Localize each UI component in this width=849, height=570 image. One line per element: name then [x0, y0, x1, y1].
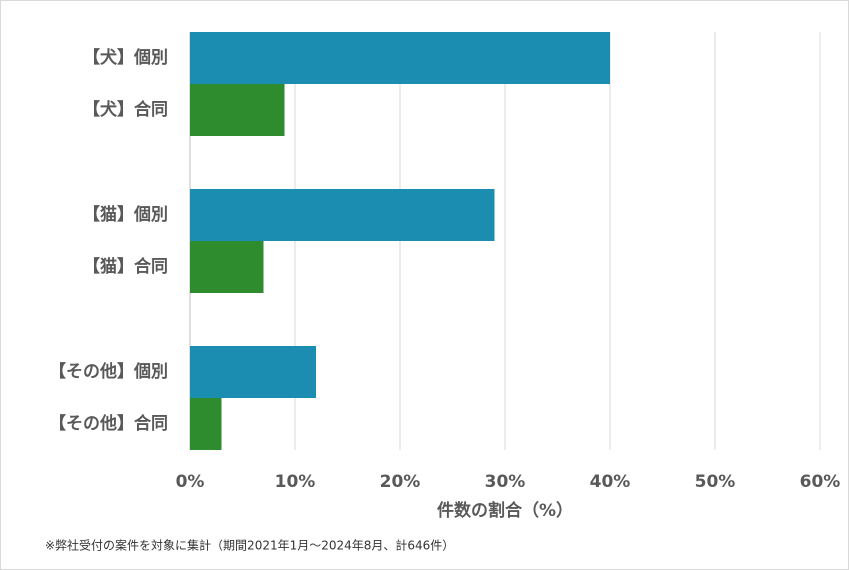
y-tick-label: 【その他】個別: [49, 361, 168, 382]
x-tick-label: 30%: [485, 472, 526, 492]
x-axis-title: 件数の割合（%）: [437, 500, 573, 521]
y-tick-label: 【犬】合同: [83, 99, 168, 120]
x-tick-label: 20%: [380, 472, 421, 492]
x-tick-label: 10%: [275, 472, 316, 492]
x-tick-label: 60%: [800, 472, 841, 492]
x-tick-label: 40%: [590, 472, 631, 492]
bar: [190, 189, 495, 241]
x-tick-label: 50%: [695, 472, 736, 492]
y-tick-label: 【猫】個別: [83, 204, 168, 225]
bar: [190, 84, 285, 136]
bar: [190, 346, 316, 398]
x-tick-label: 0%: [176, 472, 205, 492]
y-tick-label: 【犬】個別: [83, 47, 168, 68]
bar: [190, 398, 222, 450]
bar: [190, 241, 264, 293]
y-tick-label: 【猫】合同: [83, 256, 168, 277]
bar: [190, 32, 610, 84]
footnote: ※弊社受付の案件を対象に集計（期間2021年1月～2024年8月、計646件）: [45, 538, 454, 553]
y-tick-label: 【その他】合同: [49, 413, 168, 434]
